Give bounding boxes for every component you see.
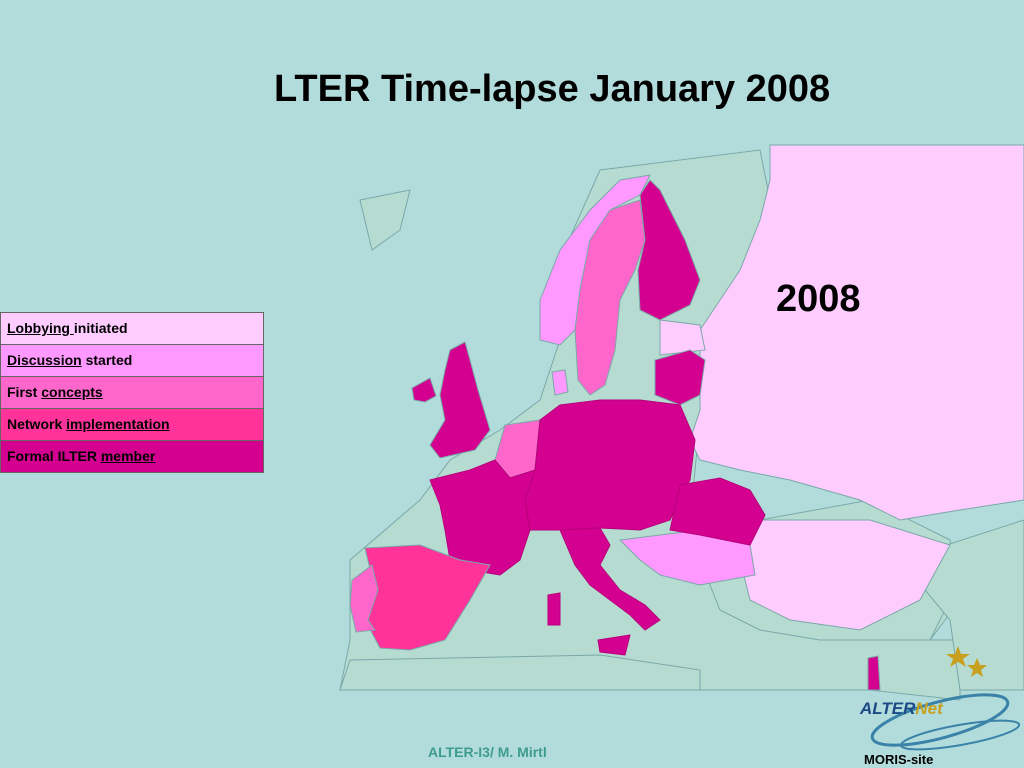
year-label: 2008 <box>776 278 861 320</box>
legend-link-discussion[interactable]: Discussion <box>7 352 82 368</box>
legend: Lobbying initiated Discussion started Fi… <box>0 312 264 473</box>
legend-row-implementation: Network implementation <box>1 409 263 441</box>
logo-swirl <box>870 693 1010 747</box>
region-denmark <box>551 369 569 396</box>
legend-link-member[interactable]: member <box>100 448 156 464</box>
page-title: LTER Time-lapse January 2008 <box>274 68 831 110</box>
region-portugal <box>349 564 379 633</box>
footer-credit: ALTER-I3/ M. Mirtl <box>428 744 547 760</box>
region-france <box>429 459 536 576</box>
region-great-britain <box>429 341 491 459</box>
star-icon <box>946 646 970 667</box>
region-sweden <box>574 199 646 396</box>
region-finland <box>637 179 701 321</box>
region-russia <box>689 144 1024 521</box>
region-sardinia <box>547 592 561 626</box>
legend-link-concepts[interactable]: concepts <box>41 384 103 400</box>
region-israel <box>867 655 881 691</box>
legend-link-implementation[interactable]: implementation <box>66 416 170 432</box>
region-sicily <box>597 634 631 656</box>
region-baltics <box>659 319 706 356</box>
moris-site-label: MORIS-site <box>864 752 934 767</box>
region-central-europe <box>524 399 696 531</box>
region-lithuania <box>654 349 706 406</box>
legend-row-member: Formal ILTER member <box>1 441 263 473</box>
legend-link-lobbying[interactable]: Lobbying <box>7 320 74 336</box>
region-italy <box>559 527 661 631</box>
region-romania <box>669 477 766 546</box>
land-north-africa <box>339 654 701 691</box>
legend-row-concepts: First concepts <box>1 377 263 409</box>
region-ireland <box>411 377 437 403</box>
alternet-logo: ALTERNet <box>860 699 943 718</box>
land-greenland-edge <box>359 189 411 251</box>
legend-row-lobbying: Lobbying initiated <box>1 313 263 345</box>
legend-row-discussion: Discussion started <box>1 345 263 377</box>
star-icon <box>967 658 987 677</box>
